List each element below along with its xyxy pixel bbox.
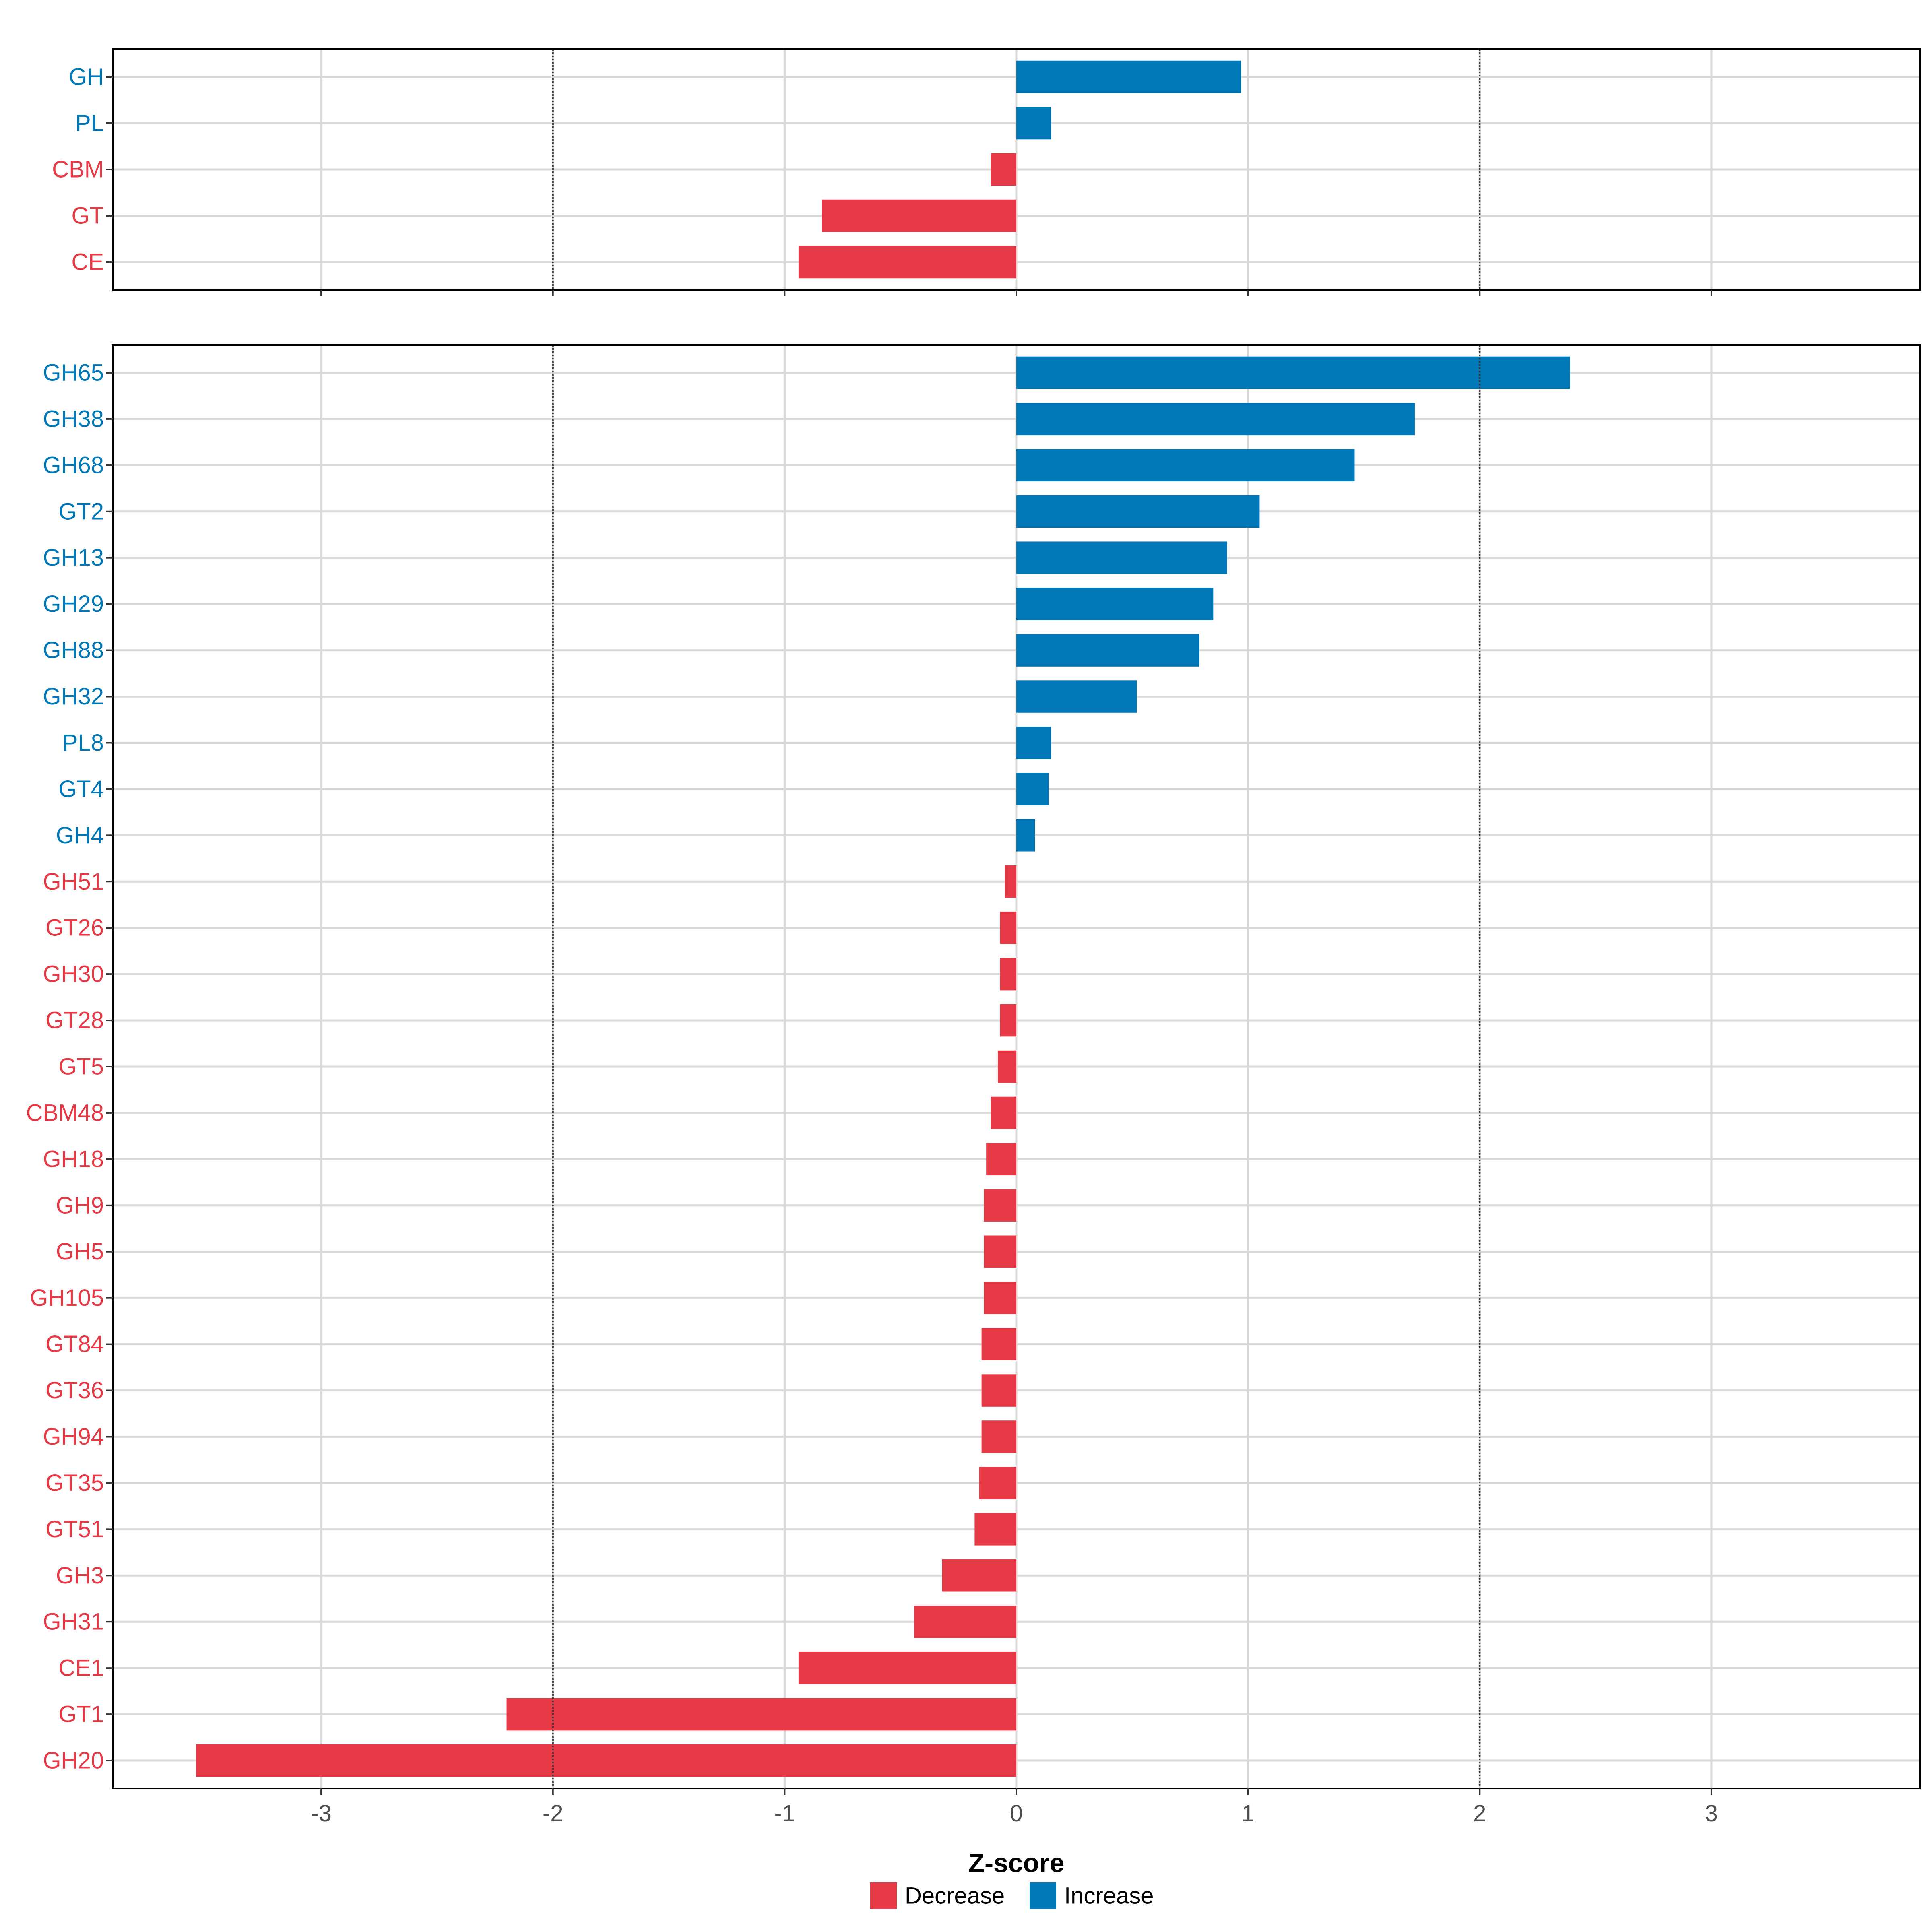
bar-GH38 xyxy=(1016,402,1415,436)
bar-GH xyxy=(1016,60,1241,93)
bar-GH20 xyxy=(196,1744,1017,1777)
category-label: GH29 xyxy=(43,591,104,617)
x-tick-label: 2 xyxy=(1473,1800,1486,1827)
category-label: GH32 xyxy=(43,683,104,710)
bar-GH51 xyxy=(1005,865,1016,898)
bar-GT26 xyxy=(1000,911,1016,944)
bar-GH30 xyxy=(1000,958,1016,991)
category-label: GH20 xyxy=(43,1748,104,1774)
category-label: GH38 xyxy=(43,406,104,432)
bar-GH88 xyxy=(1016,634,1199,667)
bar-GH68 xyxy=(1016,449,1355,482)
bar-GT xyxy=(822,199,1016,232)
bar-GH4 xyxy=(1016,819,1035,852)
x-tick-label: -1 xyxy=(774,1800,795,1827)
category-label: GH30 xyxy=(43,961,104,987)
legend: Decrease Increase xyxy=(870,1882,1154,1909)
category-label: CE xyxy=(71,249,104,275)
bar-GT4 xyxy=(1016,773,1049,805)
category-label: GH88 xyxy=(43,637,104,663)
x-tick-label: -2 xyxy=(543,1800,564,1827)
category-label: PL xyxy=(75,110,104,136)
bar-PL xyxy=(1016,107,1051,140)
category-label: CE1 xyxy=(58,1655,104,1681)
bar-GH18 xyxy=(986,1143,1016,1176)
x-tick-label: 0 xyxy=(1010,1800,1023,1827)
bar-GH3 xyxy=(942,1559,1016,1592)
category-label: GT2 xyxy=(58,498,104,524)
category-label: GH5 xyxy=(56,1238,104,1265)
bar-CE1 xyxy=(798,1651,1016,1684)
bar-GH13 xyxy=(1016,541,1227,574)
category-label: GT1 xyxy=(58,1701,104,1728)
category-label: GH13 xyxy=(43,545,104,571)
category-label: GH68 xyxy=(43,452,104,478)
x-axis: -3 -2 -1 0 1 2 3 xyxy=(311,1800,1718,1827)
category-label: GH51 xyxy=(43,869,104,895)
bar-GT28 xyxy=(1000,1004,1016,1037)
category-label: GT51 xyxy=(45,1516,104,1542)
bar-PL8 xyxy=(1016,727,1051,759)
category-label: GH105 xyxy=(30,1285,104,1311)
bar-GT2 xyxy=(1016,495,1260,528)
legend-swatch-decrease xyxy=(870,1882,897,1909)
bar-GT51 xyxy=(974,1513,1016,1546)
bar-CBM48 xyxy=(991,1096,1016,1129)
bar-GH29 xyxy=(1016,588,1214,620)
bar-GH105 xyxy=(984,1282,1016,1314)
bar-GH9 xyxy=(984,1189,1016,1222)
x-tick-label: 1 xyxy=(1242,1800,1255,1827)
legend-label-increase: Increase xyxy=(1064,1883,1154,1909)
category-label: GT4 xyxy=(58,776,104,802)
category-label: GH31 xyxy=(43,1609,104,1635)
category-label: PL8 xyxy=(62,730,104,756)
category-label: GT28 xyxy=(45,1007,104,1034)
bar-GT35 xyxy=(979,1467,1016,1499)
category-label: GH3 xyxy=(56,1563,104,1589)
category-label: GH94 xyxy=(43,1424,104,1450)
category-label: CBM xyxy=(52,157,104,183)
top-panel: GH PL CBM GT CE xyxy=(52,48,1921,296)
category-label: GT26 xyxy=(45,915,104,941)
bar-GH94 xyxy=(981,1420,1016,1453)
bar-GH32 xyxy=(1016,680,1137,713)
bar-CE xyxy=(798,246,1016,279)
bar-GH31 xyxy=(914,1606,1016,1638)
bar-GT1 xyxy=(506,1698,1016,1731)
category-label: GT xyxy=(71,203,104,229)
category-label: CBM48 xyxy=(26,1100,104,1126)
category-label: GT84 xyxy=(45,1331,104,1357)
category-label: GH4 xyxy=(56,822,104,848)
x-axis-title: Z-score xyxy=(968,1848,1064,1878)
x-tick-label: -3 xyxy=(311,1800,332,1827)
legend-swatch-increase xyxy=(1030,1882,1056,1909)
legend-label-decrease: Decrease xyxy=(905,1883,1005,1909)
bar-CBM xyxy=(991,153,1016,186)
category-label: GH65 xyxy=(43,359,104,386)
category-label: GH xyxy=(69,64,104,90)
x-tick-label: 3 xyxy=(1705,1800,1718,1827)
category-label: GH9 xyxy=(56,1192,104,1218)
bar-GT36 xyxy=(981,1374,1016,1407)
bar-GT84 xyxy=(981,1328,1016,1360)
bottom-panel: GH65 GH38 GH68 GT2 GH13 GH29 GH88 GH32 PL8 GT4 GH4… xyxy=(26,344,1921,1795)
bar-GT5 xyxy=(997,1050,1016,1083)
bar-GH5 xyxy=(984,1235,1016,1268)
category-label: GH18 xyxy=(43,1146,104,1172)
category-label: GT36 xyxy=(45,1377,104,1404)
category-label: GT5 xyxy=(58,1054,104,1080)
category-label: GT35 xyxy=(45,1470,104,1496)
bar-GH65 xyxy=(1016,356,1570,389)
